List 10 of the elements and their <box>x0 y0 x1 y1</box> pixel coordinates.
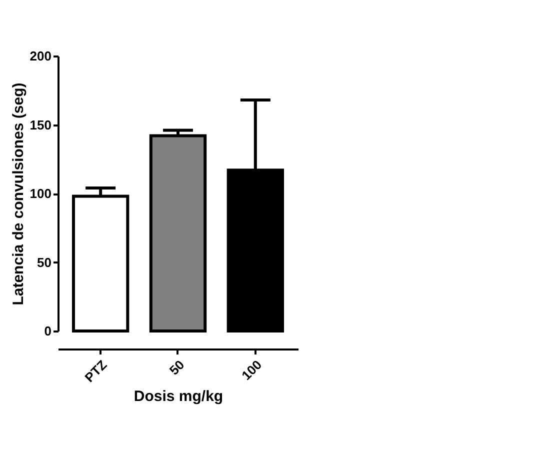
y-axis-title: Latencia de convulsiones (seg) <box>10 82 27 306</box>
y-tick-label: 50 <box>37 254 52 270</box>
y-tick-label: 0 <box>44 324 52 338</box>
bar <box>149 134 207 332</box>
y-tick-label: 150 <box>30 117 52 132</box>
x-tick-label: 50 <box>166 357 188 378</box>
y-tick-label: 100 <box>30 186 52 201</box>
x-tick-label: 100 <box>238 357 265 384</box>
y-tick-label: 200 <box>30 48 52 64</box>
x-axis-title: Dosis mg/kg <box>134 388 224 406</box>
